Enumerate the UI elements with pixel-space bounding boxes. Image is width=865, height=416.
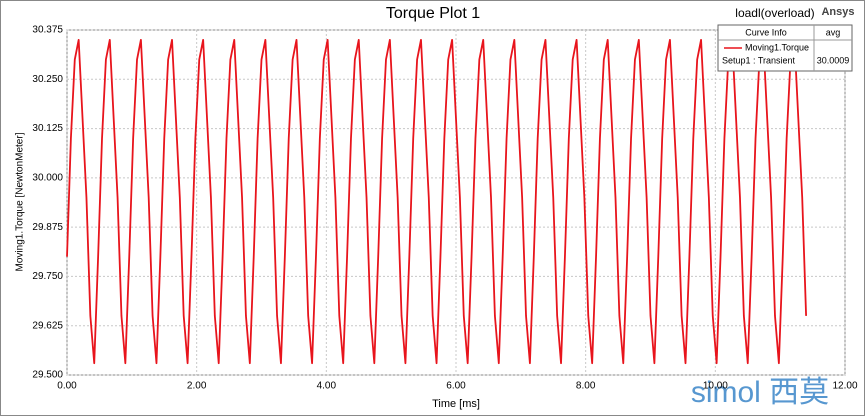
header-left: loadl(overload) [735, 6, 814, 20]
y-tick-label: 30.250 [32, 74, 63, 85]
legend: Curve Info avg Moving1.Torque Setup1 : T… [717, 24, 853, 72]
y-tick-label: 30.125 [32, 123, 63, 134]
y-tick-label: 29.750 [32, 271, 63, 282]
series-line [66, 38, 807, 365]
x-tick-label: 6.00 [446, 381, 466, 392]
y-tick-label: 29.625 [32, 320, 63, 331]
x-tick-label: 4.00 [317, 381, 337, 392]
legend-cell: 30.0009 [817, 55, 850, 65]
x-tick-label: 2.00 [187, 381, 207, 392]
legend-label: Moving1.Torque [745, 42, 809, 52]
y-tick-label: 30.375 [32, 25, 63, 36]
y-axis-label: Moving1.Torque [NewtonMeter] [15, 132, 26, 271]
y-tick-label: 29.875 [32, 222, 63, 233]
legend-header: avg [826, 27, 841, 37]
x-tick-label: 12.00 [832, 381, 857, 392]
x-tick-label: 0.00 [57, 381, 77, 392]
chart-title: Torque Plot 1 [386, 5, 480, 22]
x-axis-label: Time [ms] [432, 398, 480, 410]
legend-header: Curve Info [745, 27, 787, 37]
legend-cell: Setup1 : Transient [722, 55, 796, 65]
x-tick-label: 8.00 [576, 381, 596, 392]
x-tick-label: 10.00 [703, 381, 728, 392]
y-tick-label: 30.000 [32, 172, 63, 183]
header-right: Ansys [821, 6, 854, 18]
watermark: simol 西莫 [691, 376, 829, 409]
y-tick-label: 29.500 [32, 370, 63, 381]
